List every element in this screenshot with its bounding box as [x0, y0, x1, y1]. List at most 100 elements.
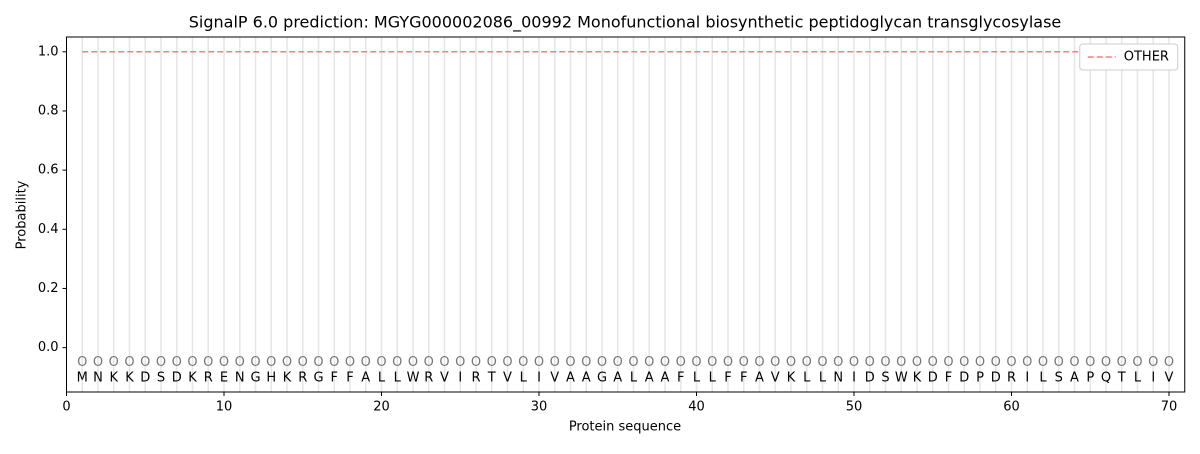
predicted-label: O: [849, 355, 859, 370]
residue-letter: L: [803, 370, 811, 385]
predicted-label: O: [361, 355, 371, 370]
y-tick-label: 0.0: [38, 340, 59, 355]
residue-letter: S: [157, 370, 165, 385]
x-axis-label: Protein sequence: [569, 420, 681, 435]
predicted-label: O: [424, 355, 434, 370]
predicted-label: O: [408, 355, 418, 370]
residue-letter: V: [550, 370, 559, 385]
predicted-label: O: [392, 355, 402, 370]
residue-letter: F: [346, 370, 353, 385]
y-tick-label: 0.2: [38, 281, 59, 296]
residue-letter: L: [394, 370, 402, 385]
predicted-label: O: [93, 355, 103, 370]
predicted-label: O: [203, 355, 213, 370]
x-tick-label: 10: [216, 400, 233, 415]
predicted-label: O: [628, 355, 638, 370]
predicted-label: O: [581, 355, 591, 370]
predicted-label: O: [345, 355, 355, 370]
predicted-label: O: [691, 355, 701, 370]
residue-letter: H: [266, 370, 276, 385]
residue-letter: L: [630, 370, 638, 385]
x-tick-label: 30: [531, 400, 548, 415]
predicted-label: O: [833, 355, 843, 370]
predicted-label: O: [313, 355, 323, 370]
predicted-label: O: [786, 355, 796, 370]
residue-letter: K: [787, 370, 796, 385]
predicted-label: O: [282, 355, 292, 370]
predicted-label: O: [880, 355, 890, 370]
predicted-label: O: [235, 355, 245, 370]
predicted-label: O: [439, 355, 449, 370]
predicted-label: O: [975, 355, 985, 370]
predicted-label: O: [912, 355, 922, 370]
predicted-label: O: [928, 355, 938, 370]
predicted-label: O: [187, 355, 197, 370]
residue-letter: K: [283, 370, 292, 385]
residue-letter: R: [298, 370, 307, 385]
residue-letter: I: [1025, 370, 1029, 385]
predicted-label: O: [266, 355, 276, 370]
predicted-label: O: [109, 355, 119, 370]
predicted-label: O: [959, 355, 969, 370]
predicted-label: O: [455, 355, 465, 370]
predicted-label: O: [329, 355, 339, 370]
residue-letter: F: [331, 370, 338, 385]
residue-letter: F: [740, 370, 747, 385]
residue-letter: A: [755, 370, 764, 385]
predicted-label: O: [550, 355, 560, 370]
predicted-label: O: [739, 355, 749, 370]
predicted-label: O: [250, 355, 260, 370]
residue-letter: K: [109, 370, 118, 385]
predicted-label: O: [172, 355, 182, 370]
residue-letter: N: [235, 370, 245, 385]
residue-letter: S: [1055, 370, 1063, 385]
y-axis-label: Probability: [15, 180, 30, 249]
legend-box: [1079, 43, 1179, 71]
x-tick-label: 0: [62, 400, 70, 415]
residue-letter: A: [582, 370, 591, 385]
residue-letter: F: [724, 370, 731, 385]
x-tick-label: 40: [688, 400, 705, 415]
predicted-label: O: [1101, 355, 1111, 370]
residue-letter: A: [566, 370, 575, 385]
residue-letter: T: [1117, 370, 1126, 385]
residue-letter: L: [1039, 370, 1047, 385]
predicted-label: O: [707, 355, 717, 370]
residue-letter: D: [991, 370, 1001, 385]
residue-letter: R: [471, 370, 480, 385]
predicted-label: O: [1148, 355, 1158, 370]
residue-letter: F: [677, 370, 684, 385]
residue-letter: E: [220, 370, 228, 385]
residue-letter: A: [361, 370, 370, 385]
residue-letter: N: [833, 370, 843, 385]
predicted-label: O: [487, 355, 497, 370]
residue-letter: W: [407, 370, 420, 385]
residue-letter: A: [645, 370, 654, 385]
residue-letter: S: [881, 370, 889, 385]
residue-letter: D: [959, 370, 969, 385]
predicted-label: O: [77, 355, 87, 370]
residue-letter: G: [313, 370, 323, 385]
predicted-label: O: [124, 355, 134, 370]
residue-letter: V: [771, 370, 780, 385]
predicted-label: O: [156, 355, 166, 370]
predicted-label: O: [1038, 355, 1048, 370]
predicted-label: O: [140, 355, 150, 370]
residue-letter: A: [1070, 370, 1079, 385]
legend-label: OTHER: [1124, 50, 1169, 65]
predicted-label: O: [613, 355, 623, 370]
predicted-label: O: [770, 355, 780, 370]
residue-letter: L: [693, 370, 701, 385]
predicted-label: O: [219, 355, 229, 370]
residue-letter: L: [1134, 370, 1142, 385]
residue-letter: L: [378, 370, 386, 385]
residue-letter: I: [852, 370, 856, 385]
residue-letter: R: [1007, 370, 1016, 385]
y-tick-label: 0.8: [38, 103, 59, 118]
residue-letter: K: [913, 370, 922, 385]
residue-letter: W: [895, 370, 908, 385]
residue-letter: V: [440, 370, 449, 385]
predicted-label: O: [802, 355, 812, 370]
residue-letter: P: [1086, 370, 1094, 385]
